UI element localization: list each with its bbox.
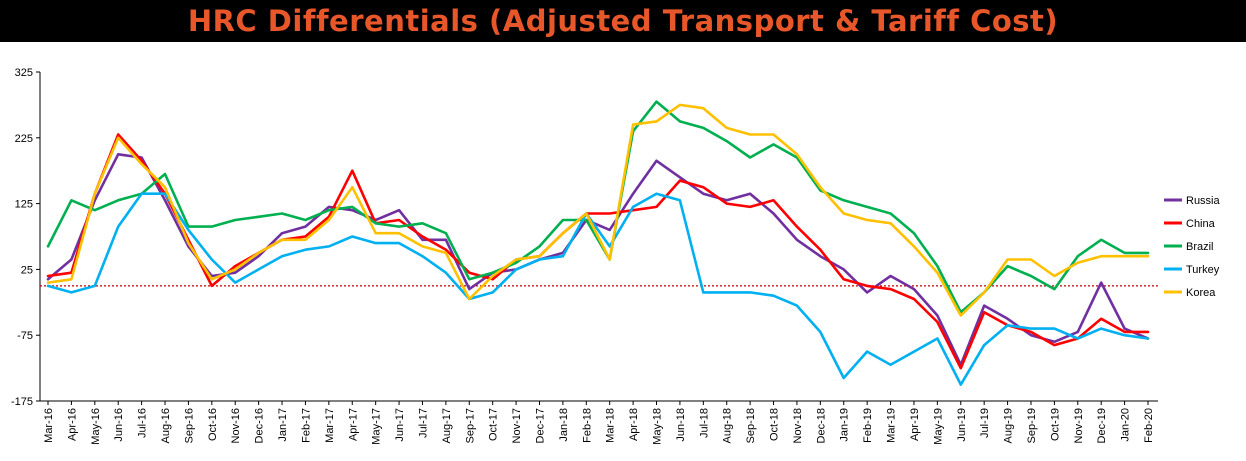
x-tick-label: Dec-16 <box>254 408 266 443</box>
legend: Russia China Brazil Turkey Korea <box>1164 195 1221 299</box>
x-tick-label: Sep-19 <box>1026 408 1038 443</box>
x-tick-label: Mar-16 <box>43 408 55 443</box>
legend-label-brazil: Brazil <box>1186 241 1214 253</box>
x-tick-label: Nov-18 <box>792 408 804 443</box>
chart-title: HRC Differentials (Adjusted Transport & … <box>187 4 1059 38</box>
x-tick-label: Aug-19 <box>1003 408 1015 443</box>
legend-label-china: China <box>1186 218 1216 230</box>
x-tick-label: Mar-18 <box>605 408 617 443</box>
x-tick-label: Sep-18 <box>745 408 757 443</box>
series-line-russia <box>46 153 1150 367</box>
x-tick-label: Sep-17 <box>464 408 476 443</box>
y-tick-label: 125 <box>15 199 33 211</box>
series-lines <box>46 100 1150 386</box>
x-tick-label: Feb-17 <box>300 408 312 443</box>
x-tick-label: Feb-18 <box>581 408 593 443</box>
x-tick-label: Jan-19 <box>839 408 851 442</box>
x-tick-label: Aug-18 <box>722 408 734 443</box>
x-tick-label: Jun-16 <box>113 408 125 442</box>
x-tick-label: Jul-16 <box>137 408 149 438</box>
y-tick-label: 25 <box>21 264 33 276</box>
x-tick-label: Nov-17 <box>511 408 523 443</box>
x-tick-label: Aug-17 <box>441 408 453 443</box>
x-tick-label: Oct-17 <box>488 408 500 441</box>
x-tick-label: Jan-18 <box>558 408 570 442</box>
x-tick-label: Nov-16 <box>230 408 242 443</box>
x-tick-label: Apr-19 <box>909 408 921 441</box>
y-tick-label: 325 <box>15 67 33 79</box>
x-tick-label: May-17 <box>371 408 383 445</box>
legend-label-korea: Korea <box>1186 287 1216 299</box>
x-tick-label: Nov-19 <box>1073 408 1085 443</box>
series-line-turkey <box>46 192 1150 386</box>
title-banner: HRC Differentials (Adjusted Transport & … <box>0 0 1246 42</box>
x-tick-label: May-18 <box>652 408 664 445</box>
x-tick-label: Feb-19 <box>862 408 874 443</box>
x-tick-label: Jun-18 <box>675 408 687 442</box>
x-tick-label: Apr-18 <box>628 408 640 441</box>
x-tick-label: Jul-18 <box>698 408 710 438</box>
x-tick-label: Mar-19 <box>886 408 898 443</box>
x-tick-label: Feb-20 <box>1143 408 1155 443</box>
hrc-differentials-chart: -175 -75 25 125 225 325 Mar-16 Apr-16 May-16 Jun… <box>11 67 1221 445</box>
x-axis: Mar-16 Apr-16 May-16 Jun-16 Jul-16 Aug-16 Sep-… <box>40 400 1158 445</box>
x-tick-label: Aug-16 <box>160 408 172 443</box>
x-tick-label: Oct-19 <box>1049 408 1061 441</box>
x-tick-label: Mar-17 <box>324 408 336 443</box>
y-tick-label: -75 <box>17 330 33 342</box>
x-tick-label: Jul-17 <box>417 408 429 438</box>
x-tick-label: Oct-16 <box>207 408 219 441</box>
x-tick-label: May-19 <box>932 408 944 445</box>
y-tick-label: 225 <box>15 133 33 145</box>
x-tick-label: May-16 <box>90 408 102 445</box>
x-tick-label: Apr-17 <box>347 408 359 441</box>
x-tick-label: Jan-17 <box>277 408 289 442</box>
x-tick-label: Jul-19 <box>979 408 991 438</box>
x-tick-label: Dec-19 <box>1096 408 1108 443</box>
x-tick-label: Jun-19 <box>956 408 968 442</box>
legend-label-russia: Russia <box>1186 195 1221 207</box>
series-line-china <box>46 133 1150 370</box>
x-tick-label: Dec-18 <box>815 408 827 443</box>
y-axis: -175 -75 25 125 225 325 <box>11 67 41 408</box>
y-tick-label: -175 <box>11 396 33 408</box>
x-tick-label: Sep-16 <box>183 408 195 443</box>
x-tick-label: Apr-16 <box>66 408 78 441</box>
x-tick-label: Jun-17 <box>394 408 406 442</box>
legend-label-turkey: Turkey <box>1186 264 1220 276</box>
series-line-korea <box>46 103 1150 317</box>
x-tick-label: Jan-20 <box>1120 408 1132 442</box>
series-line-brazil <box>46 100 1150 314</box>
x-tick-label: Oct-18 <box>769 408 781 441</box>
x-tick-label: Dec-17 <box>534 408 546 443</box>
